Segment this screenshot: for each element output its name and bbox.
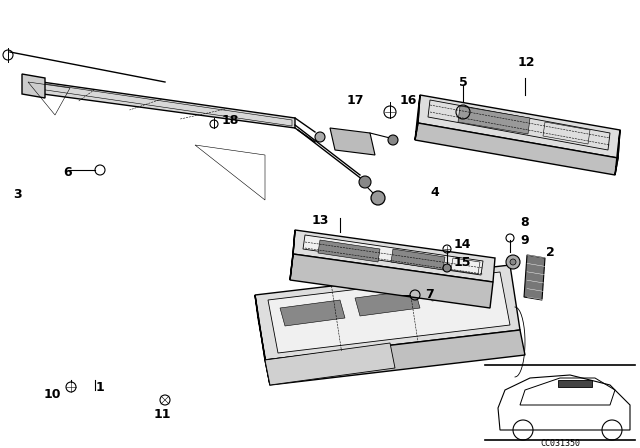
Text: 17: 17 (346, 94, 364, 107)
Text: 12: 12 (517, 56, 535, 69)
Polygon shape (318, 240, 380, 262)
Polygon shape (330, 128, 375, 155)
Text: 7: 7 (426, 289, 435, 302)
Circle shape (359, 176, 371, 188)
Polygon shape (391, 249, 445, 270)
Polygon shape (280, 300, 345, 326)
Circle shape (371, 191, 385, 205)
Polygon shape (265, 330, 525, 385)
Polygon shape (558, 380, 592, 387)
Polygon shape (255, 265, 520, 360)
Text: 16: 16 (399, 94, 417, 107)
Text: 13: 13 (311, 214, 329, 227)
Polygon shape (615, 130, 620, 175)
Circle shape (506, 255, 520, 269)
Polygon shape (265, 343, 395, 385)
Text: 6: 6 (64, 165, 72, 178)
Polygon shape (415, 95, 420, 140)
Polygon shape (255, 295, 270, 385)
Text: 10: 10 (44, 388, 61, 401)
Circle shape (510, 259, 516, 265)
Polygon shape (22, 74, 45, 98)
Text: 8: 8 (521, 215, 529, 228)
Polygon shape (290, 230, 295, 280)
Polygon shape (524, 255, 545, 300)
Polygon shape (355, 290, 420, 316)
Polygon shape (290, 254, 493, 308)
Text: 2: 2 (546, 246, 554, 258)
Text: 5: 5 (459, 76, 467, 89)
Polygon shape (415, 123, 618, 175)
Polygon shape (458, 106, 530, 134)
Text: 4: 4 (431, 185, 440, 198)
Text: 14: 14 (453, 238, 471, 251)
Circle shape (443, 264, 451, 272)
Text: 1: 1 (95, 382, 104, 395)
Text: 9: 9 (521, 233, 529, 246)
Text: CC031350: CC031350 (540, 439, 580, 448)
Circle shape (315, 132, 325, 142)
Polygon shape (418, 95, 620, 158)
Text: 15: 15 (453, 255, 471, 268)
Text: 3: 3 (13, 189, 22, 202)
Polygon shape (268, 272, 510, 353)
Polygon shape (28, 80, 295, 128)
Polygon shape (303, 235, 483, 275)
Polygon shape (293, 230, 495, 282)
Text: 11: 11 (153, 409, 171, 422)
Circle shape (388, 135, 398, 145)
Text: 18: 18 (221, 113, 239, 126)
